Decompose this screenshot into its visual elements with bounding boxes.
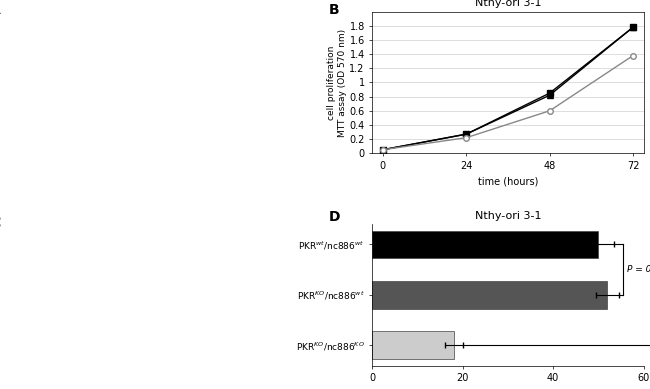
Text: D: D [329, 210, 341, 224]
Text: B: B [329, 3, 340, 17]
Bar [372, 331, 454, 359]
Bar [372, 231, 598, 258]
Text: P = 0.056: P = 0.056 [627, 265, 650, 274]
Title: Nthy-ori 3-1: Nthy-ori 3-1 [474, 0, 541, 8]
Y-axis label: cell proliferation
MTT assay (OD 570 nm): cell proliferation MTT assay (OD 570 nm) [327, 28, 346, 137]
Title: Nthy-ori 3-1: Nthy-ori 3-1 [474, 210, 541, 221]
Text: A: A [0, 3, 1, 17]
X-axis label: time (hours): time (hours) [478, 177, 538, 186]
Bar [372, 281, 607, 309]
